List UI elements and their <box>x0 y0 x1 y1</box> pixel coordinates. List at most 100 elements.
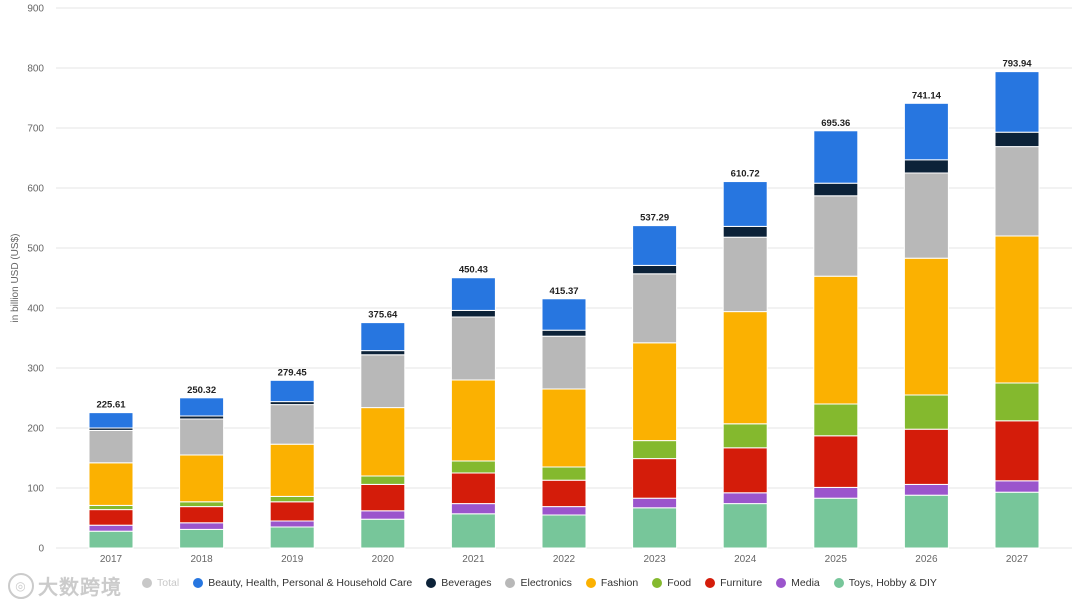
bar-segment-food[interactable] <box>903 394 949 430</box>
legend-item-total[interactable]: Total <box>142 577 179 589</box>
bar-segment-fashion[interactable] <box>88 462 134 506</box>
bar-segment-electronics[interactable] <box>269 404 315 445</box>
bar-segment-toys-hobby-diy[interactable] <box>541 514 587 549</box>
bar-segment-beauty-health-personal-household-care[interactable] <box>541 298 587 331</box>
bar-segment-media[interactable] <box>360 510 406 520</box>
bar-stack-2019[interactable] <box>269 379 315 549</box>
bar-segment-food[interactable] <box>450 460 496 474</box>
legend-item-beauty-health-personal-household-care[interactable]: Beauty, Health, Personal & Household Car… <box>193 577 412 589</box>
legend-item-fashion[interactable]: Fashion <box>585 577 638 589</box>
bar-segment-electronics[interactable] <box>360 354 406 409</box>
bar-segment-toys-hobby-diy[interactable] <box>994 491 1040 549</box>
bar-segment-media[interactable] <box>179 522 225 530</box>
bar-segment-fashion[interactable] <box>360 407 406 477</box>
bar-segment-media[interactable] <box>632 497 678 509</box>
bar-segment-media[interactable] <box>88 524 134 532</box>
legend-item-electronics[interactable]: Electronics <box>505 577 572 589</box>
bar-segment-beverages[interactable] <box>541 329 587 337</box>
bar-segment-fashion[interactable] <box>813 275 859 405</box>
legend-item-furniture[interactable]: Furniture <box>705 577 762 589</box>
bar-stack-2025[interactable] <box>813 130 859 549</box>
bar-segment-furniture[interactable] <box>994 420 1040 482</box>
bar-segment-furniture[interactable] <box>722 447 768 494</box>
bar-segment-beverages[interactable] <box>994 131 1040 148</box>
bar-segment-fashion[interactable] <box>632 342 678 442</box>
bar-segment-beauty-health-personal-household-care[interactable] <box>450 277 496 311</box>
legend-item-media[interactable]: Media <box>776 577 820 589</box>
bar-segment-electronics[interactable] <box>88 429 134 464</box>
bar-segment-furniture[interactable] <box>903 428 949 485</box>
bar-segment-food[interactable] <box>722 423 768 449</box>
bar-segment-toys-hobby-diy[interactable] <box>269 526 315 549</box>
bar-segment-toys-hobby-diy[interactable] <box>88 530 134 549</box>
bar-segment-fashion[interactable] <box>903 257 949 396</box>
bar-segment-furniture[interactable] <box>632 458 678 499</box>
bar-segment-beauty-health-personal-household-care[interactable] <box>722 181 768 227</box>
bar-segment-beauty-health-personal-household-care[interactable] <box>632 225 678 266</box>
bar-segment-beauty-health-personal-household-care[interactable] <box>88 412 134 429</box>
bar-segment-electronics[interactable] <box>813 195 859 277</box>
bar-segment-toys-hobby-diy[interactable] <box>450 513 496 549</box>
bar-segment-food[interactable] <box>541 466 587 481</box>
bar-segment-toys-hobby-diy[interactable] <box>903 494 949 549</box>
bar-segment-electronics[interactable] <box>541 335 587 390</box>
bar-segment-beauty-health-personal-household-care[interactable] <box>360 322 406 352</box>
bar-segment-food[interactable] <box>88 504 134 511</box>
bar-segment-toys-hobby-diy[interactable] <box>722 503 768 549</box>
bar-segment-fashion[interactable] <box>541 388 587 468</box>
bar-segment-beverages[interactable] <box>813 182 859 197</box>
bar-segment-beauty-health-personal-household-care[interactable] <box>813 130 859 184</box>
bar-segment-media[interactable] <box>541 506 587 516</box>
bar-segment-electronics[interactable] <box>722 236 768 313</box>
bar-segment-media[interactable] <box>813 486 859 499</box>
bar-segment-furniture[interactable] <box>179 506 225 524</box>
bar-segment-furniture[interactable] <box>360 483 406 512</box>
bar-segment-beverages[interactable] <box>360 350 406 356</box>
bar-stack-2022[interactable] <box>541 298 587 549</box>
bar-segment-beverages[interactable] <box>722 225 768 238</box>
bar-stack-2024[interactable] <box>722 181 768 549</box>
bar-segment-fashion[interactable] <box>269 443 315 497</box>
bar-segment-toys-hobby-diy[interactable] <box>179 528 225 549</box>
bar-segment-toys-hobby-diy[interactable] <box>813 497 859 549</box>
bar-segment-beauty-health-personal-household-care[interactable] <box>994 71 1040 133</box>
bar-segment-fashion[interactable] <box>722 311 768 425</box>
bar-segment-furniture[interactable] <box>88 509 134 526</box>
bar-stack-2017[interactable] <box>88 412 134 549</box>
bar-segment-beauty-health-personal-household-care[interactable] <box>179 397 225 417</box>
legend-item-beverages[interactable]: Beverages <box>426 577 491 589</box>
legend-item-food[interactable]: Food <box>652 577 691 589</box>
bar-segment-furniture[interactable] <box>813 435 859 488</box>
bar-segment-fashion[interactable] <box>994 235 1040 384</box>
bar-stack-2027[interactable] <box>994 71 1040 549</box>
bar-segment-electronics[interactable] <box>450 316 496 381</box>
bar-segment-toys-hobby-diy[interactable] <box>632 507 678 549</box>
bar-segment-furniture[interactable] <box>269 501 315 522</box>
bar-stack-2020[interactable] <box>360 322 406 549</box>
bar-segment-beverages[interactable] <box>632 264 678 275</box>
bar-segment-food[interactable] <box>813 403 859 437</box>
bar-stack-2018[interactable] <box>179 397 225 549</box>
bar-segment-furniture[interactable] <box>450 472 496 505</box>
bar-segment-beauty-health-personal-household-care[interactable] <box>903 102 949 161</box>
bar-segment-fashion[interactable] <box>450 379 496 462</box>
bar-segment-electronics[interactable] <box>632 273 678 344</box>
bar-stack-2026[interactable] <box>903 102 949 549</box>
bar-segment-food[interactable] <box>994 382 1040 422</box>
bar-segment-food[interactable] <box>632 440 678 460</box>
bar-segment-electronics[interactable] <box>903 172 949 259</box>
bar-segment-media[interactable] <box>450 503 496 515</box>
bar-segment-food[interactable] <box>269 495 315 503</box>
bar-segment-beauty-health-personal-household-care[interactable] <box>269 379 315 403</box>
bar-stack-2023[interactable] <box>632 225 678 549</box>
bar-segment-media[interactable] <box>269 520 315 528</box>
bar-segment-electronics[interactable] <box>179 418 225 456</box>
legend-item-toys-hobby-diy[interactable]: Toys, Hobby & DIY <box>833 577 937 589</box>
bar-segment-toys-hobby-diy[interactable] <box>360 518 406 549</box>
bar-segment-beverages[interactable] <box>450 309 496 318</box>
bar-segment-food[interactable] <box>360 475 406 485</box>
bar-segment-beverages[interactable] <box>903 159 949 174</box>
bar-stack-2021[interactable] <box>450 277 496 549</box>
bar-segment-media[interactable] <box>722 492 768 505</box>
bar-segment-media[interactable] <box>903 483 949 496</box>
